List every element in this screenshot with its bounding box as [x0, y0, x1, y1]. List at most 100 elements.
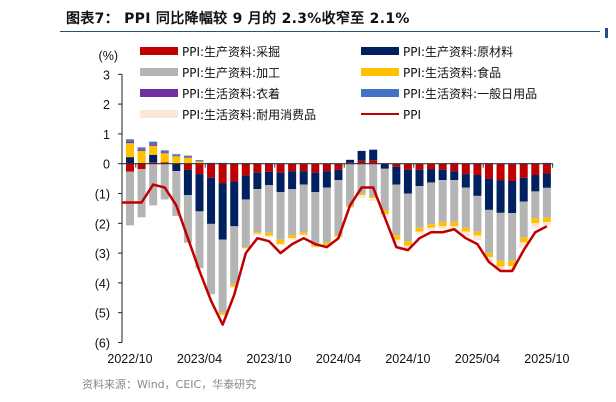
bar-segment: [346, 159, 355, 163]
bar-segment: [195, 211, 204, 268]
bar-segment: [264, 171, 273, 186]
x-tick-label: 2025/04: [455, 352, 500, 366]
bar-segment: [427, 224, 436, 228]
bar-segment: [415, 169, 424, 187]
bar-segment: [253, 233, 262, 236]
x-tick-label: 2024/10: [385, 352, 430, 366]
bar-segment: [288, 171, 297, 190]
bar-segment: [218, 239, 227, 313]
bar-segment: [172, 155, 181, 157]
bar-segment: [357, 160, 366, 164]
y-tick-label: (2): [95, 217, 110, 231]
bar-segment: [403, 241, 412, 246]
bar-segment: [415, 186, 424, 228]
bar-segment: [183, 157, 192, 164]
bar-segment: [160, 149, 169, 151]
bar-segment: [160, 163, 169, 200]
legend-label: PPI:生活资料:耐用消费品: [182, 108, 316, 122]
bar-segment: [230, 226, 239, 285]
bar-segment: [334, 180, 343, 236]
bar-segment: [542, 222, 551, 226]
bar-segment: [299, 171, 308, 185]
legend-label: PPI:生活资料:一般日用品: [403, 86, 537, 101]
bar-segment: [230, 181, 239, 227]
bar-segment: [311, 163, 320, 173]
bar-segment: [149, 141, 158, 142]
x-tick-label: 2025/10: [524, 352, 569, 366]
bar-segment: [369, 160, 378, 164]
bar-segment: [253, 172, 262, 190]
source-note: 资料来源：Wind，CEIC，华泰研究: [82, 378, 257, 391]
x-tick-label: 2024/04: [316, 352, 361, 366]
bar-segment: [172, 156, 181, 164]
bar-segment: [172, 171, 181, 216]
bar-segment: [183, 155, 192, 158]
bar-segment: [253, 163, 262, 173]
y-tick-label: 1: [103, 128, 110, 142]
bar-segment: [276, 239, 285, 245]
bar-segment: [322, 242, 331, 246]
x-tick-label: 2023/04: [177, 352, 222, 366]
bar-segment: [218, 312, 227, 315]
bar-segment: [450, 226, 459, 230]
bar-segment: [508, 180, 517, 214]
bar-segment: [415, 227, 424, 232]
bar-segment: [137, 163, 146, 170]
bar-segment: [126, 143, 134, 158]
bar-segment: [531, 175, 540, 192]
bar-segment: [403, 163, 412, 170]
figure-title: 图表7： PPI 同比降幅较 9 月的 2.3%收窄至 2.1%: [66, 11, 410, 27]
legend-label: PPI:生活资料:衣着: [182, 86, 280, 101]
bar-segment: [531, 191, 540, 219]
bar-segment: [137, 146, 146, 148]
bar-segment: [230, 286, 239, 289]
legend-label: PPI:生产资料:采掘: [182, 44, 280, 59]
bar-segment: [403, 193, 412, 242]
bar-segment: [264, 232, 273, 236]
bar-segment: [473, 175, 482, 196]
bar-segment: [183, 163, 192, 170]
y-tick-label: 3: [103, 68, 110, 82]
bar-segment: [218, 314, 227, 317]
bar-segment: [450, 221, 459, 227]
bar-segment: [299, 234, 308, 237]
bar-segment: [531, 218, 540, 224]
bar-segment: [276, 163, 285, 173]
legend-swatch: [361, 47, 399, 55]
bar-segment: [288, 163, 297, 172]
bar-segment: [241, 199, 250, 248]
y-tick-label: (1): [95, 188, 110, 202]
legend-swatch: [140, 89, 178, 97]
bar-segment: [461, 187, 470, 228]
bar-segment: [531, 223, 540, 228]
bar-segment: [427, 227, 436, 231]
x-tick-label: 2023/10: [246, 352, 291, 366]
bar-segment: [230, 284, 239, 287]
bar-segment: [484, 209, 493, 254]
bar-segment: [137, 169, 146, 218]
bar-segment: [137, 150, 146, 163]
bar-segment: [288, 189, 297, 236]
bar-segment: [241, 247, 250, 249]
bar-segment: [542, 163, 551, 174]
bar-segment: [357, 193, 366, 195]
bar-segment: [126, 141, 134, 144]
bar-segment: [253, 189, 262, 233]
bar-segment: [519, 163, 528, 178]
bar-segment: [311, 246, 320, 249]
bar-segment: [149, 141, 158, 145]
bar-segment: [473, 235, 482, 240]
bar-segment: [519, 177, 528, 202]
title-rule: [60, 31, 600, 32]
bar-segment: [519, 242, 528, 249]
bar-segment: [183, 155, 192, 156]
bar-segment: [288, 235, 297, 239]
bar-segment: [496, 266, 505, 271]
bar-segment: [137, 149, 146, 151]
bar-segment: [241, 163, 250, 176]
bar-segment: [241, 175, 250, 200]
bar-segment: [369, 163, 378, 197]
bar-segment: [461, 174, 470, 188]
bar-segment: [392, 184, 401, 236]
bar-segment: [183, 169, 192, 195]
